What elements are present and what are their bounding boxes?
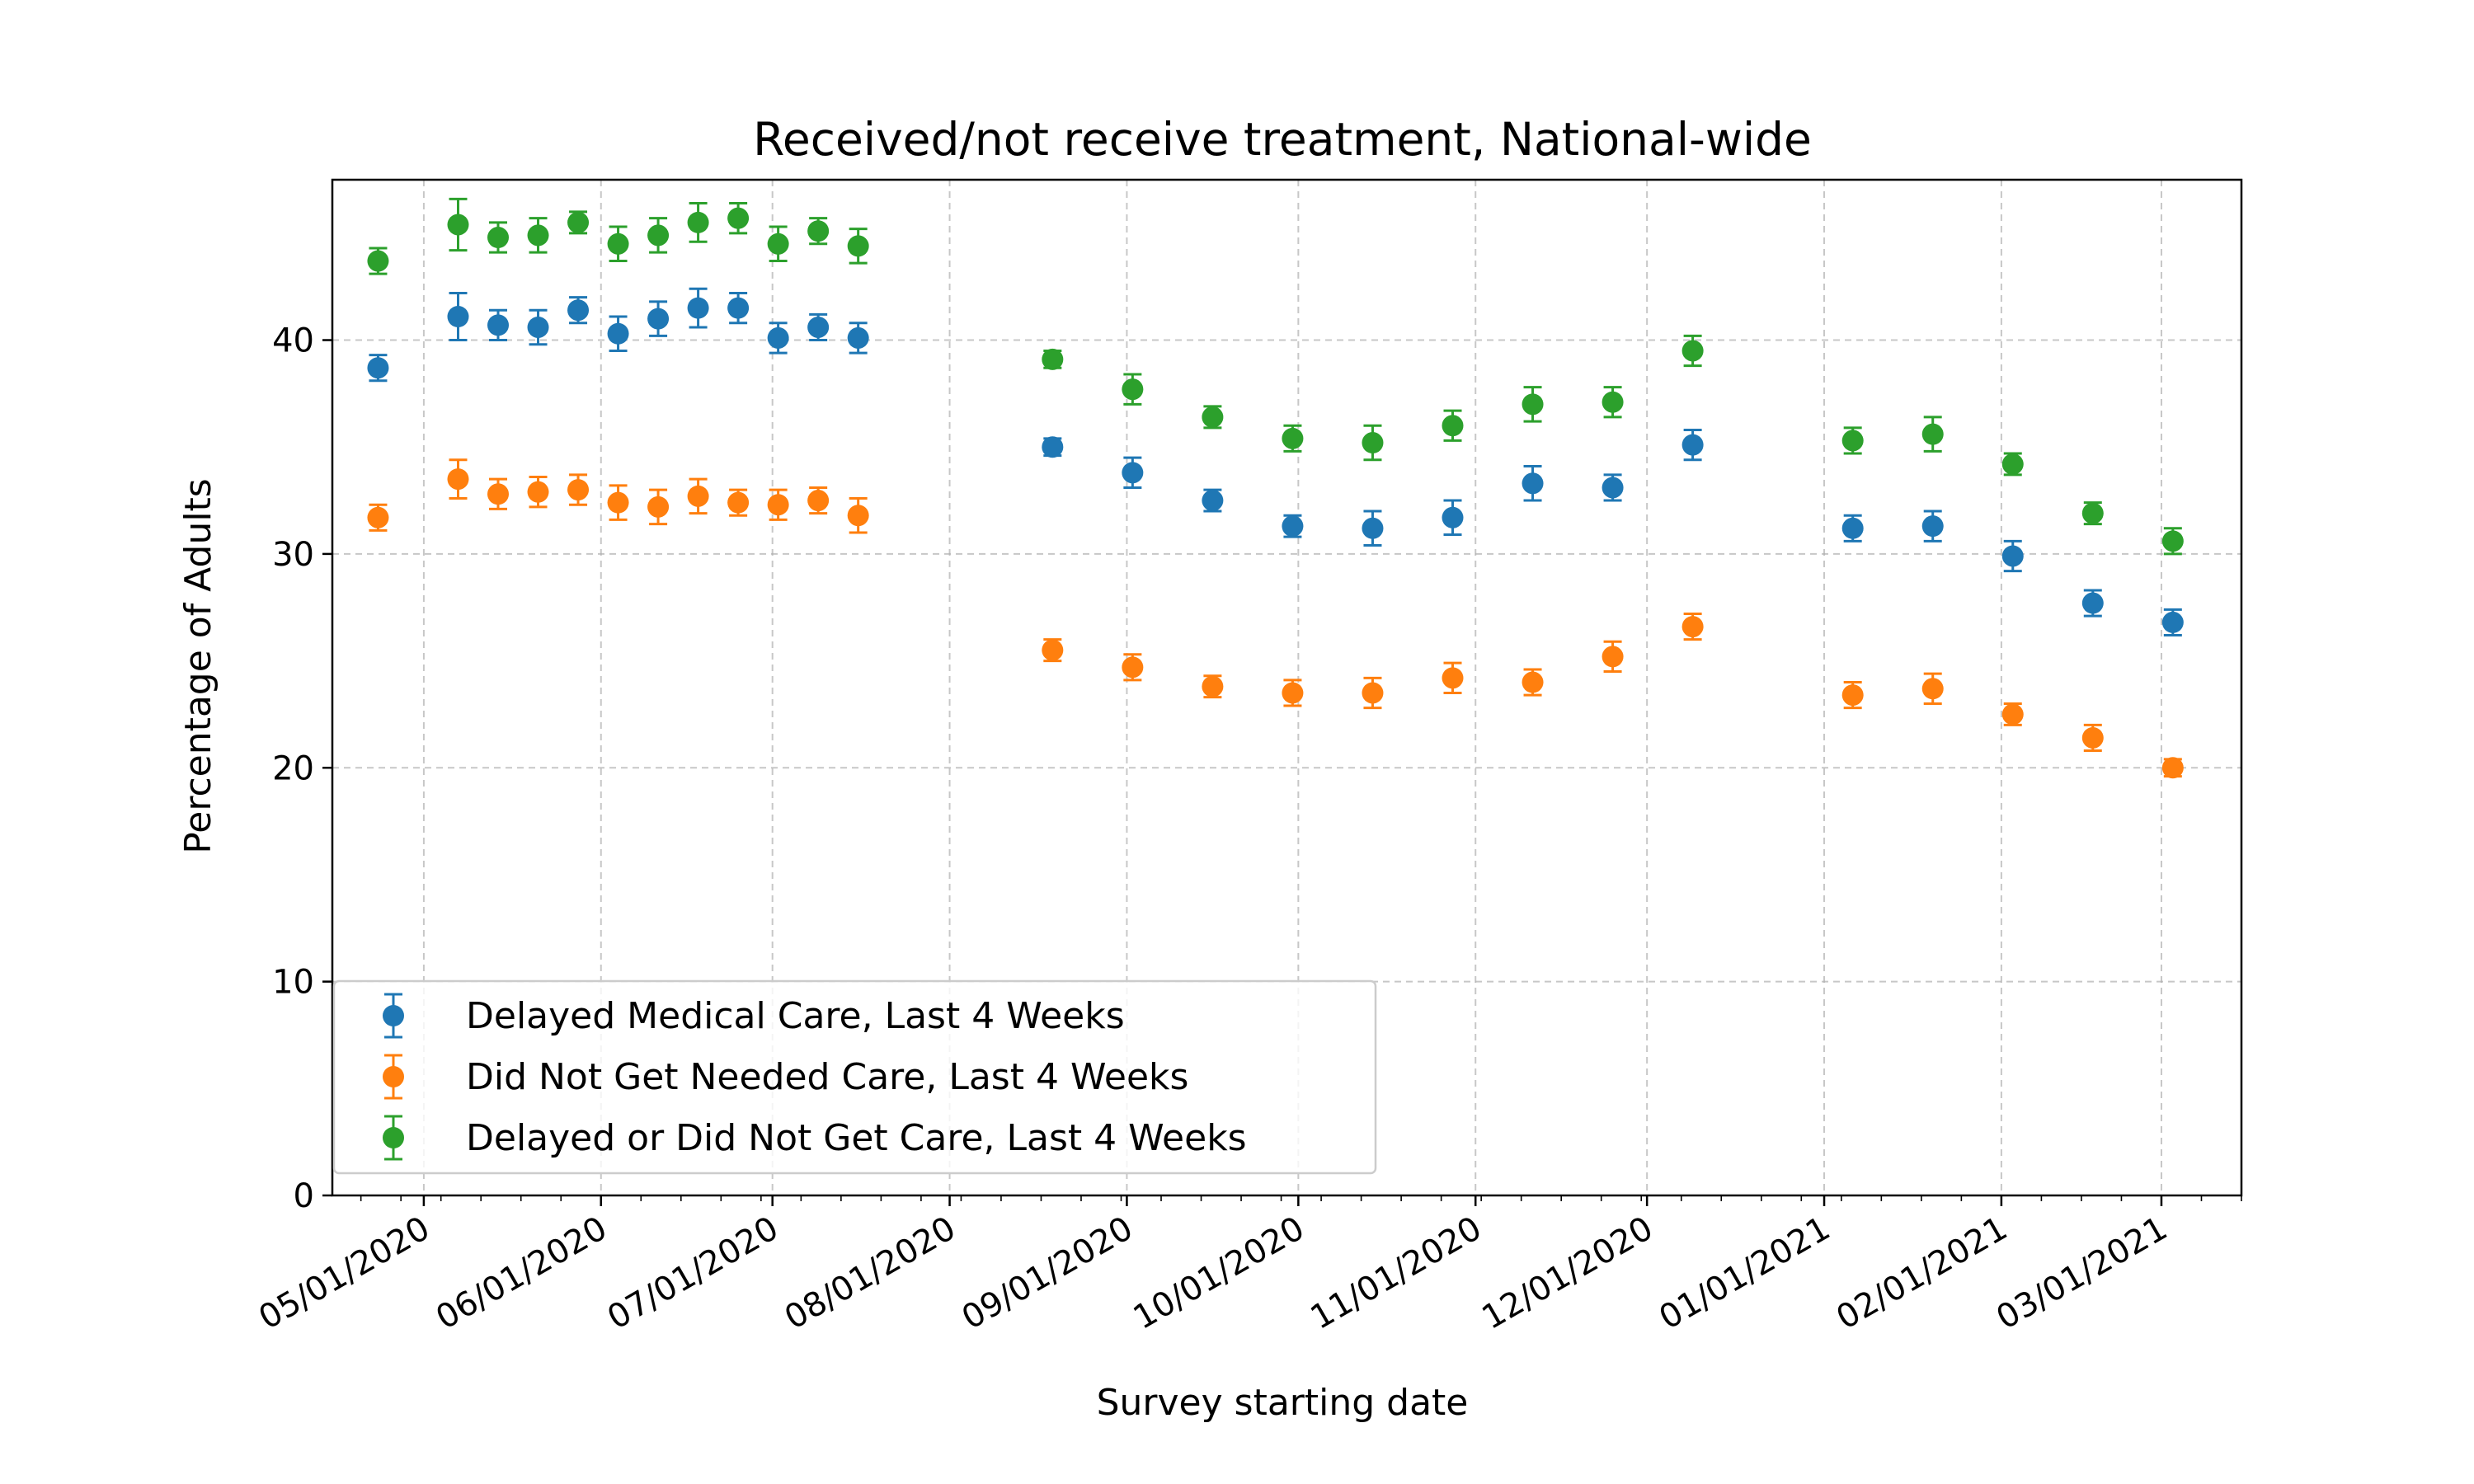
data-point: [2081, 502, 2104, 524]
data-point: [727, 491, 750, 514]
data-point: [1602, 477, 1624, 499]
data-point: [607, 232, 629, 255]
data-point: [447, 468, 469, 491]
data-point: [647, 495, 670, 518]
data-point: [2001, 703, 2024, 726]
data-point: [2161, 611, 2184, 633]
data-point: [1122, 378, 1144, 401]
data-point: [1841, 517, 1864, 539]
data-point: [2161, 530, 2184, 552]
y-tick-label: 0: [294, 1177, 314, 1215]
data-point: [567, 479, 590, 501]
data-point: [767, 232, 789, 255]
data-point: [807, 220, 830, 242]
data-point: [1202, 675, 1224, 697]
data-point: [567, 299, 590, 322]
data-point: [367, 250, 389, 272]
data-point: [687, 485, 709, 507]
data-point: [2081, 726, 2104, 749]
data-point: [1122, 656, 1144, 679]
legend-box: [332, 979, 1377, 1175]
legend-marker: [383, 1066, 404, 1087]
data-point: [767, 494, 789, 516]
legend-marker: [383, 1127, 404, 1148]
data-point: [1921, 423, 1944, 445]
data-point: [1522, 393, 1544, 416]
data-point: [1282, 427, 1304, 449]
data-point: [1442, 415, 1464, 437]
data-point: [1841, 430, 1864, 452]
data-point: [1442, 506, 1464, 528]
data-point: [847, 235, 869, 257]
data-point: [1442, 667, 1464, 689]
data-point: [807, 490, 830, 512]
data-point: [1282, 515, 1304, 538]
data-point: [2081, 592, 2104, 614]
data-point: [1681, 434, 1704, 456]
data-point: [1681, 340, 1704, 362]
data-point: [2001, 545, 2024, 567]
data-point: [1602, 391, 1624, 413]
x-axis-label: Survey starting date: [1097, 1382, 1469, 1424]
data-point: [1522, 472, 1544, 495]
data-point: [447, 214, 469, 236]
data-point: [527, 316, 549, 338]
data-point: [1042, 436, 1064, 458]
data-point: [647, 308, 670, 330]
data-point: [807, 316, 830, 338]
data-point: [1522, 671, 1544, 693]
data-point: [1282, 682, 1304, 704]
legend-label: Delayed or Did Not Get Care, Last 4 Week…: [466, 1117, 1247, 1159]
legend-label: Delayed Medical Care, Last 4 Weeks: [466, 995, 1125, 1037]
y-tick-label: 10: [272, 964, 314, 1002]
data-point: [727, 297, 750, 319]
data-point: [1921, 515, 1944, 538]
data-point: [647, 224, 670, 247]
y-axis-label: Percentage of Adults: [177, 478, 219, 853]
y-tick-label: 30: [272, 536, 314, 574]
data-point: [487, 314, 510, 336]
legend: Delayed Medical Care, Last 4 Weeks Did No…: [332, 979, 1377, 1175]
data-point: [767, 326, 789, 349]
data-point: [2161, 757, 2184, 779]
data-point: [1202, 490, 1224, 512]
data-point: [487, 227, 510, 249]
data-point: [847, 505, 869, 527]
data-point: [367, 357, 389, 379]
data-point: [687, 211, 709, 233]
data-point: [1602, 646, 1624, 668]
data-point: [727, 207, 750, 229]
data-point: [527, 481, 549, 503]
data-point: [687, 297, 709, 319]
data-point: [607, 322, 629, 345]
chart-title: Received/not receive treatment, National…: [753, 113, 1812, 166]
axes-frame: [331, 178, 2243, 1197]
data-point: [447, 305, 469, 327]
data-point: [1681, 616, 1704, 638]
y-tick-label: 20: [272, 749, 314, 787]
data-point: [1362, 682, 1384, 704]
data-point: [1042, 348, 1064, 370]
data-point: [1362, 517, 1384, 539]
data-point: [567, 211, 590, 233]
data-point: [1841, 684, 1864, 707]
data-point: [1122, 462, 1144, 484]
legend-marker: [383, 1005, 404, 1026]
data-point: [1042, 639, 1064, 661]
data-point: [607, 491, 629, 514]
data-point: [527, 224, 549, 247]
data-point: [1202, 406, 1224, 428]
data-point: [1921, 678, 1944, 700]
data-point: [1362, 432, 1384, 454]
data-point: [367, 506, 389, 528]
data-point: [2001, 453, 2024, 475]
legend-label: Did Not Get Needed Care, Last 4 Weeks: [466, 1056, 1188, 1098]
y-tick-label: 40: [272, 322, 314, 360]
data-point: [487, 483, 510, 505]
data-point: [847, 326, 869, 349]
